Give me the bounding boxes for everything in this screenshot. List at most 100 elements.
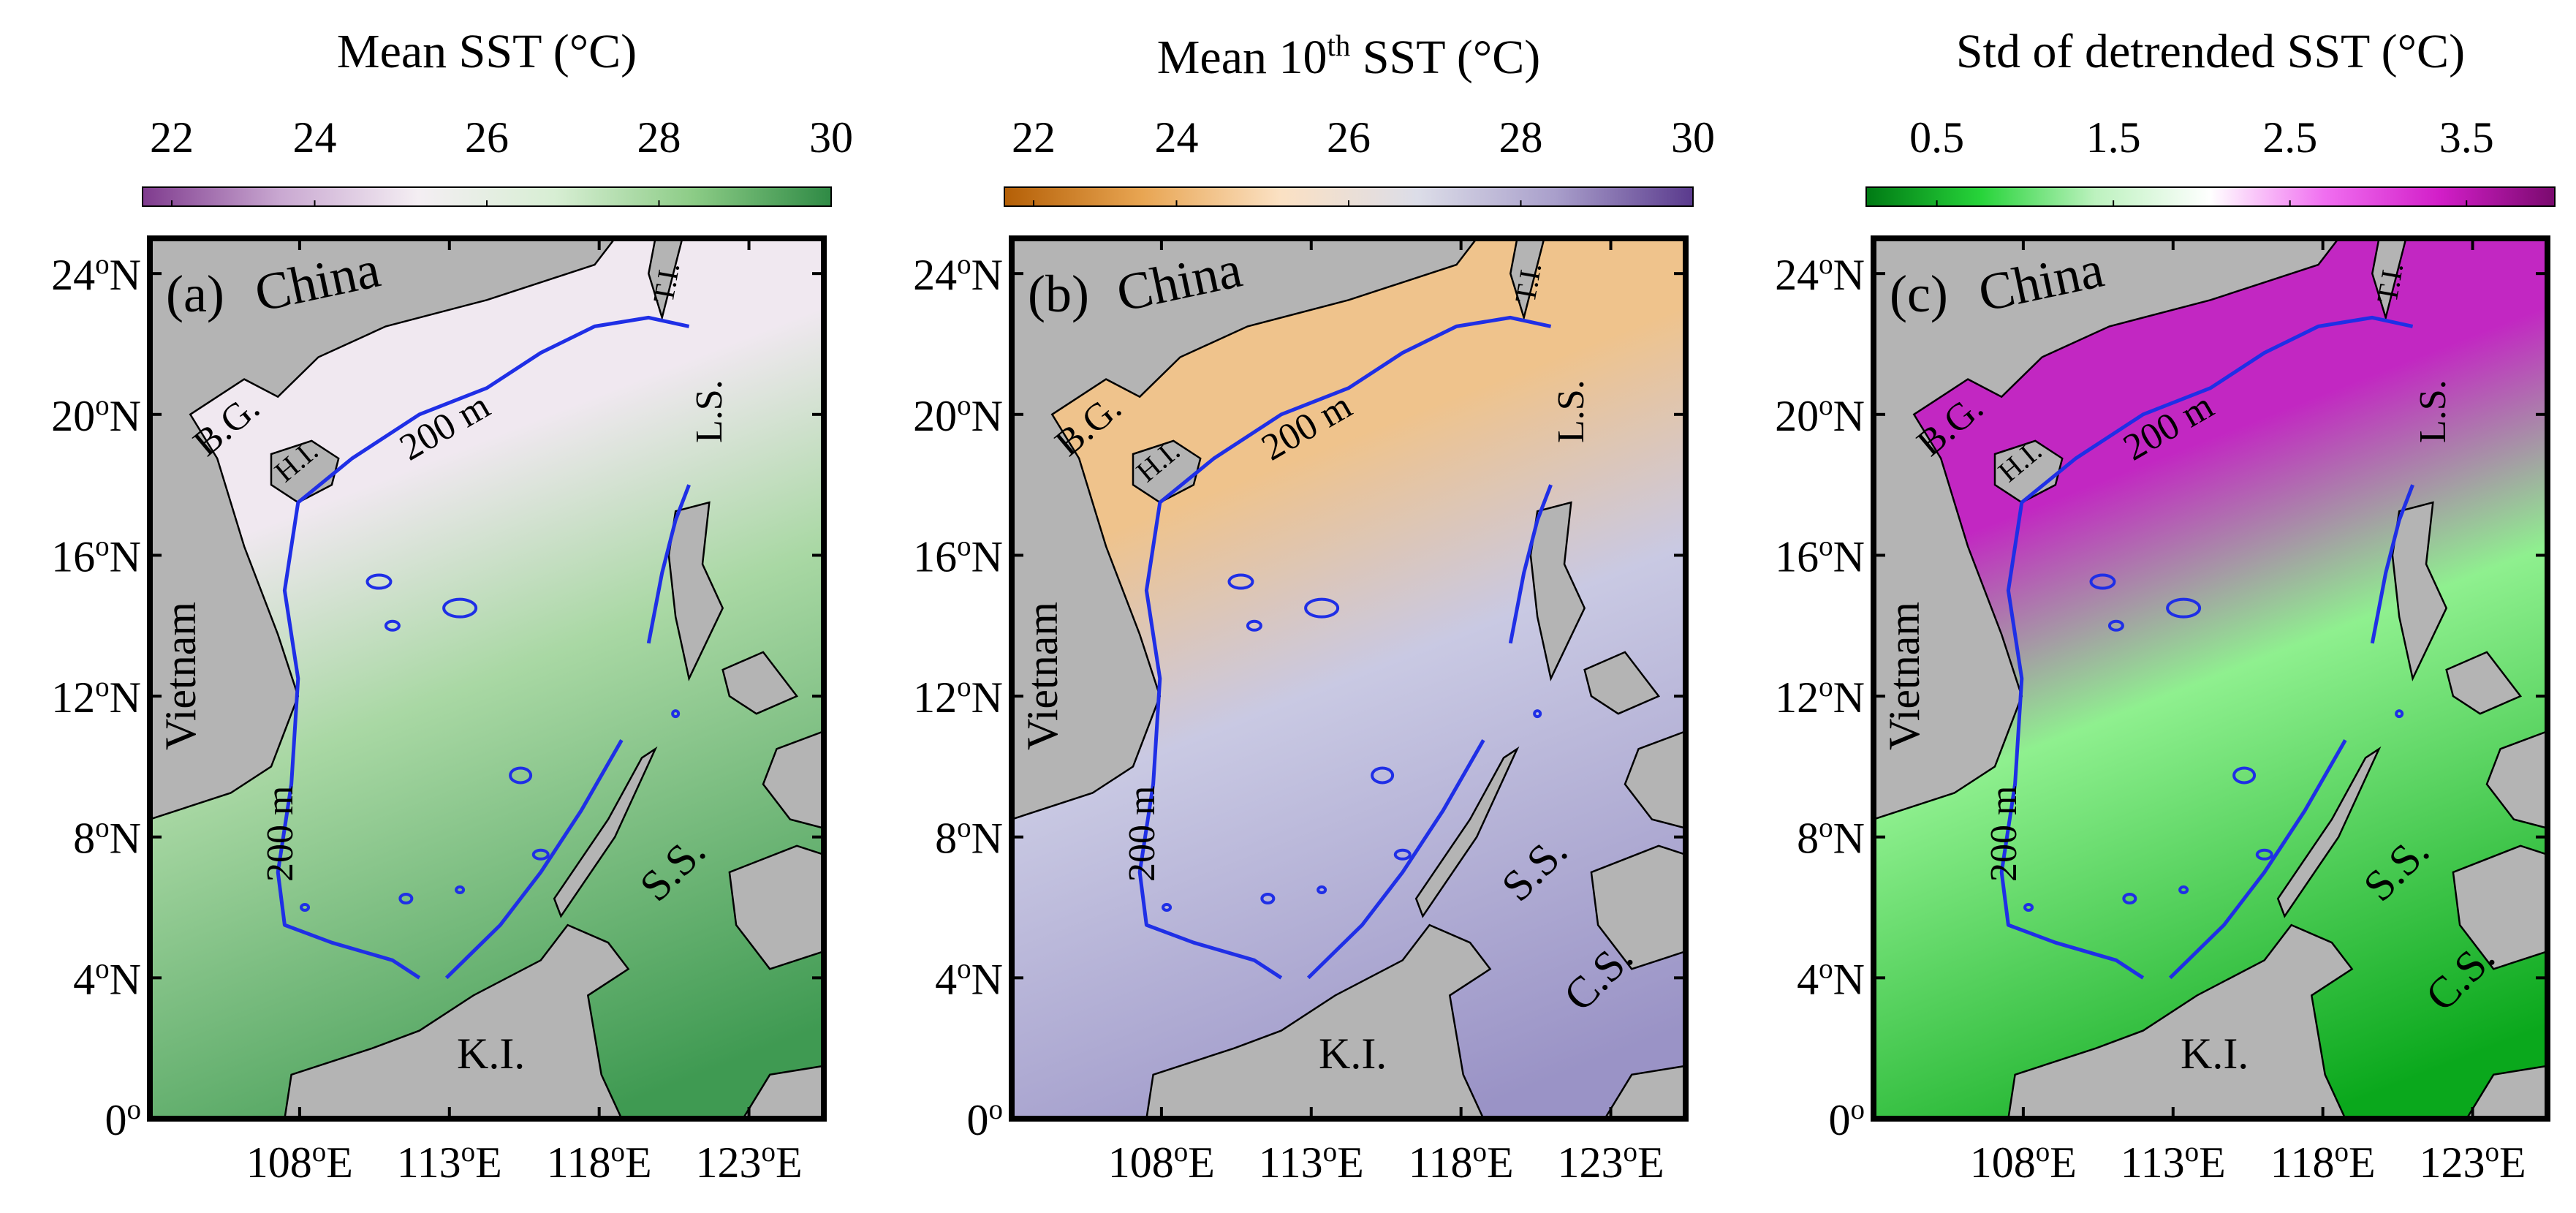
- isobath-200m: [276, 315, 690, 980]
- panel-2: 0.5 1.5 2.5 3.5 Std of detrended SST (°C) (c)…: [1775, 25, 2556, 1187]
- mindanao-island: [2452, 844, 2547, 970]
- panel-title: Mean 10th SST (°C): [1157, 29, 1541, 84]
- x-tick-label: 123oE: [695, 1136, 802, 1187]
- y-tick-label: 8oN: [73, 812, 141, 863]
- hainan-island: [270, 439, 340, 504]
- label-ti: T.I.: [1509, 260, 1548, 306]
- label-ti: T.I.: [2371, 260, 2410, 306]
- colorbar-tick-label: 0.5: [1909, 113, 1964, 162]
- x-tick-label: 123oE: [2419, 1136, 2526, 1187]
- china-land: [1012, 238, 1478, 820]
- y-tick-label: 24oN: [51, 249, 141, 299]
- y-tick-label: 24oN: [1775, 249, 1865, 299]
- china-land: [1874, 238, 2340, 820]
- y-tick-label: 12oN: [1775, 671, 1865, 722]
- colorbar-tick-label: 30: [809, 113, 853, 162]
- y-tick-label: 0o: [105, 1094, 142, 1144]
- isobath-200m: [1999, 315, 2414, 980]
- panel-0: 22 24 26 28 30 Mean SST (°C) (a) ChinaVietnamB.…: [51, 25, 853, 1187]
- y-tick-label: 20oN: [913, 390, 1003, 440]
- reef-contour: [442, 597, 478, 619]
- borneo-land: [2007, 923, 2354, 1119]
- palawan-island: [1414, 746, 1520, 918]
- reef-contour: [671, 709, 681, 719]
- panel-title: Mean SST (°C): [337, 25, 637, 78]
- mindanao-island: [728, 844, 824, 970]
- y-tick-label: 0o: [967, 1094, 1004, 1144]
- reef-contour: [1317, 885, 1327, 894]
- colorbar-tick-label: 22: [150, 113, 194, 162]
- y-tick-label: 4oN: [1797, 953, 1865, 1003]
- reef-contour: [2232, 766, 2257, 785]
- label-vietnam: Vietnam: [1880, 602, 1928, 750]
- x-tick-label: 123oE: [1557, 1136, 1664, 1187]
- isobath-200m: [1306, 739, 1485, 980]
- label-ki: K.I.: [457, 1029, 525, 1078]
- label-ki: K.I.: [2181, 1029, 2249, 1078]
- visayas-islands: [2485, 730, 2547, 829]
- label-isobath-west: 200 m: [1983, 786, 2025, 882]
- reef-contour: [1246, 619, 1262, 632]
- y-tick-label: 20oN: [51, 390, 141, 440]
- y-tick-label: 4oN: [935, 953, 1003, 1003]
- colorbar-tick-label: 28: [637, 113, 681, 162]
- visayas-islands: [1624, 730, 1686, 829]
- sulawesi-land: [2465, 1065, 2547, 1119]
- label-vietnam: Vietnam: [156, 602, 205, 750]
- mindoro-island: [721, 651, 799, 715]
- colorbar-tick-label: 24: [293, 113, 337, 162]
- reef-contour: [2255, 848, 2273, 861]
- hainan-island: [1132, 439, 1202, 504]
- y-tick-label: 16oN: [1775, 530, 1865, 581]
- visayas-islands: [762, 730, 824, 829]
- reef-contour: [1304, 597, 1340, 619]
- y-tick-label: 8oN: [935, 812, 1003, 863]
- reef-contour: [2166, 597, 2202, 619]
- mindanao-island: [1590, 844, 1686, 970]
- borneo-land: [284, 923, 630, 1119]
- isobath-200m: [1508, 484, 1553, 644]
- reef-contour: [365, 573, 393, 590]
- reef-contour: [1393, 848, 1412, 861]
- label-isobath-west: 200 m: [260, 786, 301, 882]
- palawan-island: [553, 746, 658, 918]
- taiwan-island: [2371, 238, 2407, 322]
- x-tick-label: 118oE: [547, 1136, 652, 1187]
- colorbar: [1865, 186, 2556, 207]
- luzon-island: [2391, 501, 2448, 681]
- x-tick-label: 108oE: [246, 1136, 353, 1187]
- label-vietnam: Vietnam: [1018, 602, 1067, 750]
- reef-contour: [398, 893, 414, 904]
- label-ki: K.I.: [1319, 1029, 1387, 1078]
- colorbar-tick-label: 30: [1671, 113, 1715, 162]
- luzon-island: [667, 501, 724, 681]
- sulawesi-land: [741, 1065, 824, 1119]
- colorbar-tick-label: 26: [1327, 113, 1371, 162]
- y-tick-label: 24oN: [913, 249, 1003, 299]
- colorbar-tick-label: 28: [1499, 113, 1543, 162]
- reef-contour: [2395, 709, 2404, 719]
- isobath-200m: [444, 739, 624, 980]
- label-ti: T.I.: [647, 260, 686, 306]
- borneo-land: [1145, 923, 1492, 1119]
- taiwan-island: [1509, 238, 1545, 322]
- colorbar-tick-label: 2.5: [2262, 113, 2317, 162]
- isobath-200m: [1137, 315, 1552, 980]
- reef-contour: [384, 619, 401, 632]
- reef-contour: [2023, 903, 2034, 912]
- reef-contour: [2089, 573, 2116, 590]
- y-tick-label: 12oN: [913, 671, 1003, 722]
- x-tick-label: 108oE: [1970, 1136, 2077, 1187]
- palawan-island: [2276, 746, 2382, 918]
- map-frame: [1871, 235, 2550, 1122]
- x-tick-label: 118oE: [2270, 1136, 2376, 1187]
- colorbar-tick-label: 26: [465, 113, 509, 162]
- reef-contour: [509, 766, 533, 785]
- label-isobath-west: 200 m: [1121, 786, 1163, 882]
- y-tick-label: 16oN: [913, 530, 1003, 581]
- y-tick-label: 4oN: [73, 953, 141, 1003]
- sulawesi-land: [1603, 1065, 1686, 1119]
